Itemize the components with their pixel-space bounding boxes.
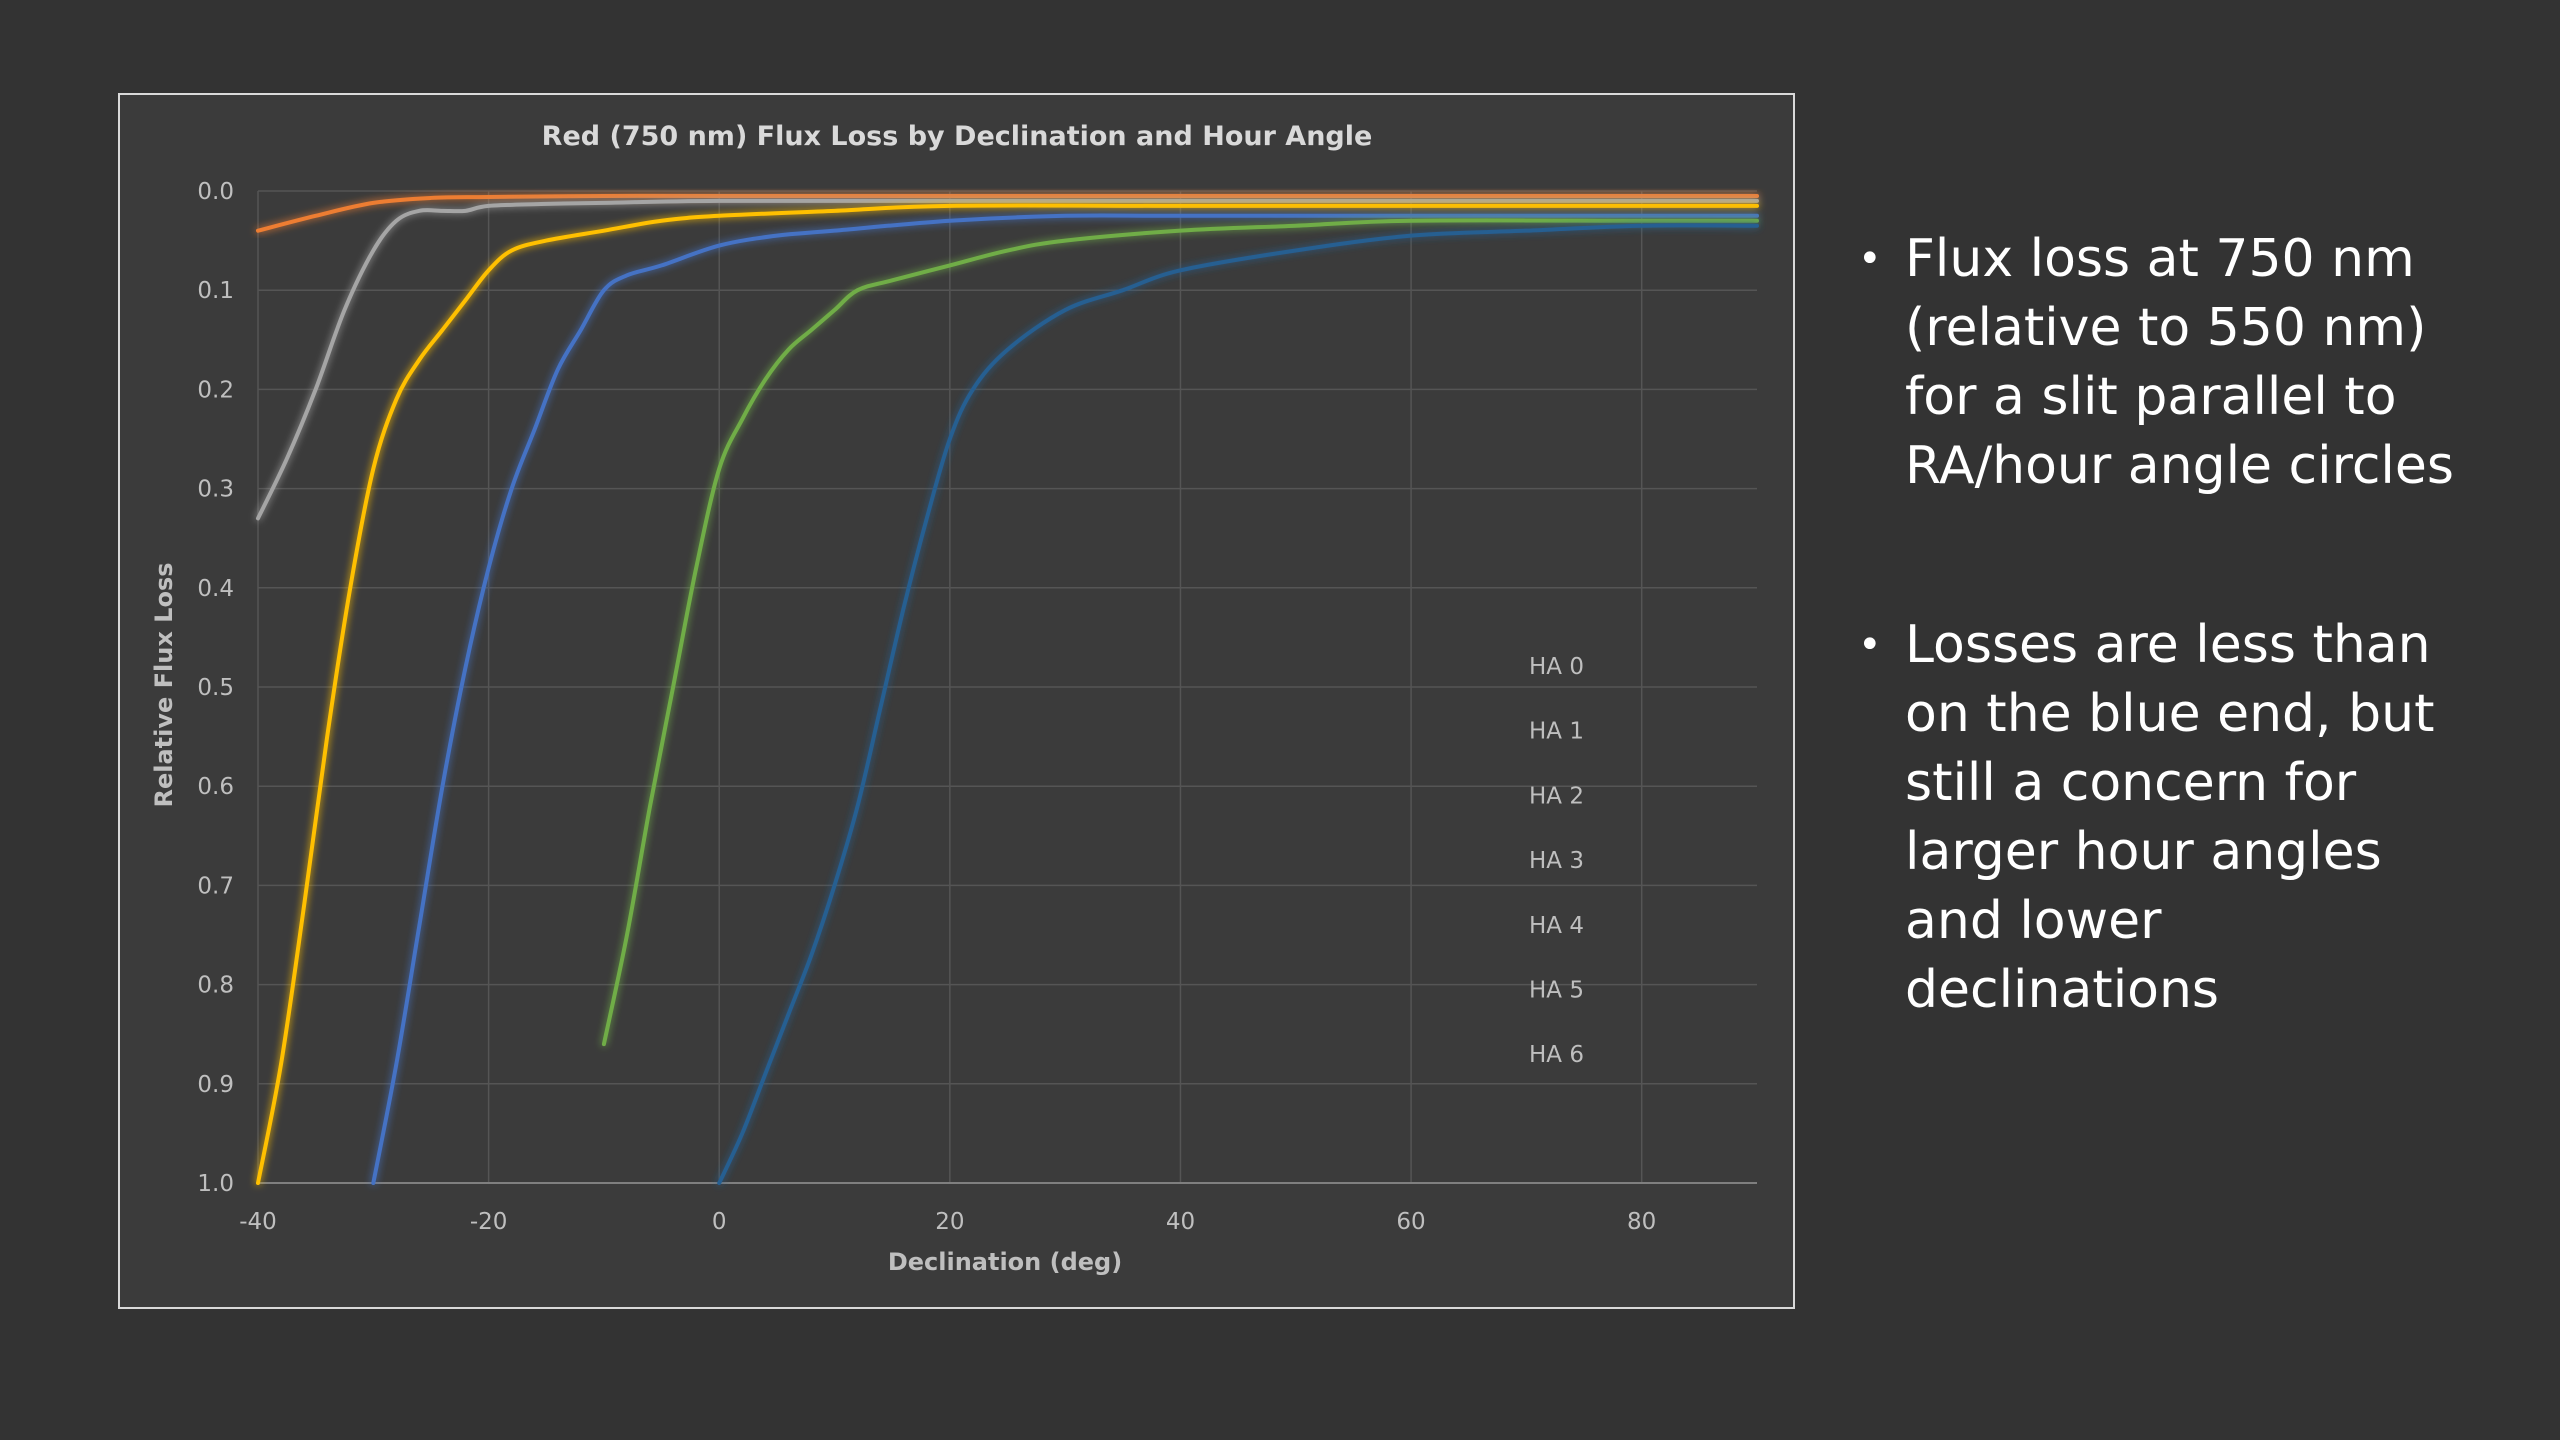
bullet-dot: •	[1858, 236, 1882, 282]
x-tick-label: 80	[1627, 1209, 1656, 1235]
series-line-ha-1	[256, 193, 1759, 233]
y-tick-label: 0.2	[197, 377, 234, 403]
series-line-ha-3	[256, 203, 1759, 1185]
bullet-list: • Flux loss at 750 nm (relative to 550 n…	[1850, 225, 2490, 1135]
legend-label: HA 0	[1529, 654, 1584, 680]
bullet-item: • Flux loss at 750 nm (relative to 550 n…	[1850, 225, 2490, 501]
series-line-ha-4	[371, 213, 1759, 1185]
legend-label: HA 6	[1529, 1042, 1584, 1068]
series-lines	[256, 188, 1759, 1185]
chart-svg: Red (750 nm) Flux Loss by Declination an…	[150, 121, 1759, 1276]
legend: HA 0 HA 1 HA 2 HA 3 HA 4 HA 5 HA 6	[1477, 654, 1584, 1068]
y-tick-label: 0.9	[197, 1072, 234, 1098]
y-tick-label: 0.5	[197, 675, 234, 701]
x-tick-label: -40	[239, 1209, 277, 1235]
legend-label: HA 4	[1529, 913, 1584, 939]
tick-labels: 0.0 0.1 0.2 0.3 0.4 0.5 0.6 0.7 0.8 0.9 1.0-40 -20 0…	[197, 179, 1656, 1235]
y-tick-label: 0.7	[197, 873, 234, 899]
legend-label: HA 3	[1529, 848, 1584, 874]
y-tick-label: 0.1	[197, 278, 234, 304]
chart-title: Red (750 nm) Flux Loss by Declination an…	[542, 121, 1373, 152]
y-tick-label: 0.6	[197, 774, 234, 800]
y-tick-label: 1.0	[197, 1171, 234, 1197]
x-axis-label: Declination (deg)	[888, 1248, 1122, 1276]
x-tick-label: 40	[1166, 1209, 1195, 1235]
x-tick-label: 60	[1396, 1209, 1425, 1235]
y-tick-label: 0.8	[197, 973, 234, 999]
x-tick-label: 0	[712, 1209, 727, 1235]
bullet-text: Losses are less than on the blue end, bu…	[1905, 615, 2435, 1020]
chart-frame: Red (750 nm) Flux Loss by Declination an…	[118, 93, 1795, 1309]
series-line-ha-5	[601, 218, 1759, 1047]
legend-label: HA 1	[1529, 719, 1584, 745]
y-tick-label: 0.3	[197, 477, 234, 503]
bullet-text: Flux loss at 750 nm (relative to 550 nm)…	[1905, 229, 2454, 496]
y-tick-label: 0.4	[197, 576, 234, 602]
x-tick-label: -20	[470, 1209, 508, 1235]
x-tick-label: 20	[935, 1209, 964, 1235]
series-line-ha-6	[717, 223, 1759, 1185]
bullet-dot: •	[1858, 622, 1882, 668]
grid	[257, 190, 1757, 1184]
bullet-item: • Losses are less than on the blue end, …	[1850, 611, 2490, 1025]
legend-label: HA 2	[1529, 783, 1584, 809]
y-axis-label: Relative Flux Loss	[150, 562, 178, 807]
legend-label: HA 5	[1529, 978, 1584, 1004]
series-line-ha-2	[256, 198, 1759, 521]
y-tick-label: 0.0	[197, 179, 234, 205]
